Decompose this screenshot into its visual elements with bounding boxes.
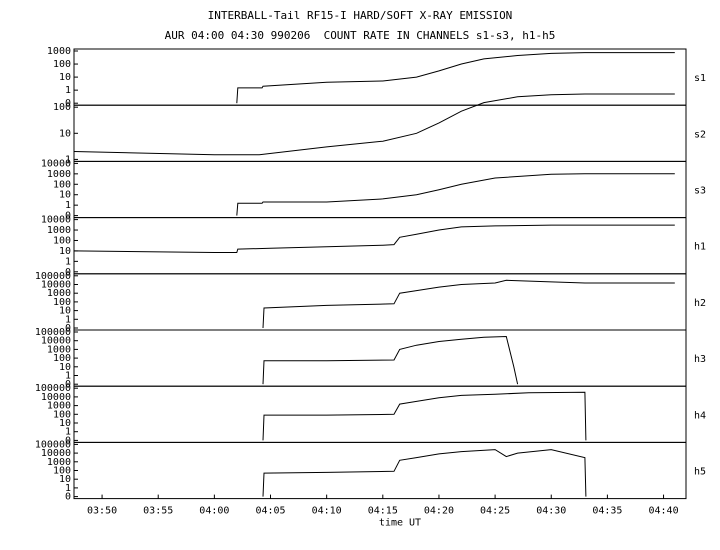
y-tick-label-h5: 0 [65, 492, 71, 503]
y-tick-label-h1: 100 [53, 235, 71, 246]
y-tick-label-s2: 1 [65, 154, 71, 165]
x-tick-label: 04:05 [255, 506, 285, 517]
y-tick-label-s3: 10000 [41, 158, 71, 169]
panel-label-h4: h4 [694, 410, 706, 421]
y-tick-label-s2: 10 [59, 128, 71, 139]
y-tick-label-h3: 10 [59, 362, 71, 373]
y-tick-label-s1: 1 [65, 85, 71, 96]
panel-frame-s1 [73, 48, 687, 106]
series-line-h3 [262, 335, 519, 385]
y-tick-label-h1: 10 [59, 246, 71, 257]
y-tick-label-h5: 10 [59, 474, 71, 485]
panel-frame-h3 [73, 329, 687, 387]
y-tick-label-h4: 0 [65, 435, 71, 446]
y-tick-label-h3: 1 [65, 371, 71, 382]
y-tick-label-h4: 1 [65, 427, 71, 438]
y-tick-label-h3: 100000 [35, 327, 71, 338]
y-tick-label-h4: 100000 [35, 383, 71, 394]
y-tick-label-h3: 10000 [41, 336, 71, 347]
x-tick-label: 04:35 [592, 506, 622, 517]
chart-subtitle: AUR 04:00 04:30 990206 COUNT RATE IN CHA… [164, 29, 556, 42]
panel-label-h1: h1 [694, 242, 706, 253]
y-tick-label-s1: 10 [59, 72, 71, 83]
series-line-s1 [236, 52, 675, 104]
y-tick-label-h5: 100 [53, 466, 71, 477]
y-tick-label-s3: 0 [65, 211, 71, 222]
panel-label-h3: h3 [694, 354, 706, 365]
series-line-h4 [262, 391, 587, 441]
chart-title: INTERBALL-Tail RF15-I HARD/SOFT X-RAY EM… [207, 9, 513, 22]
panel-frame-h2 [73, 273, 687, 331]
y-tick-label-h5: 100000 [35, 439, 71, 450]
panel-frame-h5 [73, 441, 687, 500]
panel-frame-s3 [73, 160, 687, 219]
x-tick-label: 04:40 [648, 506, 678, 517]
panel-frame-s2 [73, 104, 687, 162]
y-tick-label-s3: 1000 [47, 169, 71, 180]
y-tick-label-h2: 10000 [41, 280, 71, 291]
panel-label-s3: s3 [694, 186, 706, 197]
y-tick-label-h2: 100000 [35, 271, 71, 282]
series-line-h5 [262, 449, 587, 497]
y-tick-label-s1: 100 [53, 59, 71, 70]
y-tick-label-h3: 100 [53, 353, 71, 364]
y-tick-label-h1: 1000 [47, 225, 71, 236]
x-tick-label: 03:55 [143, 506, 173, 517]
y-tick-label-h4: 1000 [47, 401, 71, 412]
y-tick-label-h4: 10000 [41, 392, 71, 403]
y-tick-label-h2: 1 [65, 314, 71, 325]
y-tick-label-h5: 1000 [47, 457, 71, 468]
y-tick-label-s1: 0 [65, 98, 71, 109]
y-tick-label-h1: 10000 [41, 215, 71, 226]
y-tick-label-h3: 0 [65, 379, 71, 390]
y-tick-label-s3: 100 [53, 179, 71, 190]
x-tick-label: 04:10 [312, 506, 342, 517]
panel-label-h5: h5 [694, 467, 706, 478]
y-tick-label-h2: 10 [59, 306, 71, 317]
y-tick-label-h4: 100 [53, 409, 71, 420]
panel-label-s2: s2 [694, 129, 706, 140]
series-line-s3 [236, 173, 675, 216]
y-tick-label-h4: 10 [59, 418, 71, 429]
x-axis-label: time UT [379, 518, 421, 529]
y-tick-label-s3: 1 [65, 200, 71, 211]
x-tick-label: 04:25 [480, 506, 510, 517]
series-line-h2 [262, 279, 675, 329]
x-tick-label: 04:30 [536, 506, 566, 517]
x-tick-label: 04:20 [424, 506, 454, 517]
x-tick-label: 03:50 [87, 506, 117, 517]
y-tick-label-s2: 100 [53, 102, 71, 113]
y-tick-label-s3: 10 [59, 190, 71, 201]
y-tick-label-h2: 0 [65, 323, 71, 334]
y-tick-label-h1: 1 [65, 256, 71, 267]
panel-label-s1: s1 [694, 73, 706, 84]
y-tick-label-h2: 100 [53, 297, 71, 308]
panel-label-h2: h2 [694, 298, 706, 309]
x-tick-label: 04:00 [199, 506, 229, 517]
y-tick-label-h2: 1000 [47, 288, 71, 299]
y-tick-label-h1: 0 [65, 267, 71, 278]
y-tick-label-h5: 1 [65, 483, 71, 494]
series-line-s2 [73, 93, 675, 156]
y-tick-label-h5: 10000 [41, 448, 71, 459]
y-tick-label-s1: 1000 [47, 46, 71, 57]
y-tick-label-h3: 1000 [47, 344, 71, 355]
x-tick-label: 04:15 [368, 506, 398, 517]
series-line-h1 [73, 224, 675, 253]
